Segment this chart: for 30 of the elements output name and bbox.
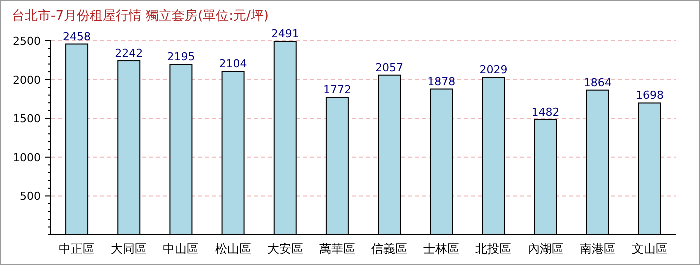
y-tick-label: 2000 (13, 74, 41, 87)
y-tick-label: 2500 (13, 35, 41, 48)
data-label: 1864 (584, 76, 612, 90)
x-tick-label: 內湖區 (528, 242, 564, 256)
data-label: 2195 (167, 50, 196, 64)
x-tick-label: 信義區 (372, 242, 408, 256)
data-label: 1482 (532, 106, 560, 119)
data-label: 1772 (323, 83, 352, 96)
data-label: 2057 (376, 61, 404, 74)
y-tick-label: 500 (20, 190, 41, 204)
x-tick-label: 大安區 (267, 242, 304, 256)
x-tick-label: 萬華區 (319, 242, 356, 256)
x-tick-label: 松山區 (215, 242, 252, 256)
data-label: 2242 (115, 47, 144, 60)
x-tick-label: 文山區 (632, 242, 668, 256)
data-label: 2491 (271, 28, 300, 41)
data-label: 1698 (636, 89, 664, 102)
data-label: 2104 (219, 58, 248, 71)
data-label: 2458 (63, 30, 92, 44)
y-tick-label: 1500 (13, 112, 41, 126)
x-tick-label: 大同區 (111, 242, 148, 256)
x-tick-label: 南港區 (580, 242, 616, 256)
x-tick-label: 北投區 (476, 242, 512, 256)
x-tick-label: 中正區 (59, 242, 96, 256)
x-tick-label: 中山區 (163, 242, 200, 256)
data-label: 2029 (480, 64, 508, 77)
chart-title: 台北市-7月份租屋行情 獨立套房(單位:元/坪) (12, 8, 269, 24)
x-tick-label: 士林區 (424, 242, 460, 256)
data-label: 1878 (428, 75, 456, 88)
y-tick-label: 1000 (13, 151, 41, 164)
